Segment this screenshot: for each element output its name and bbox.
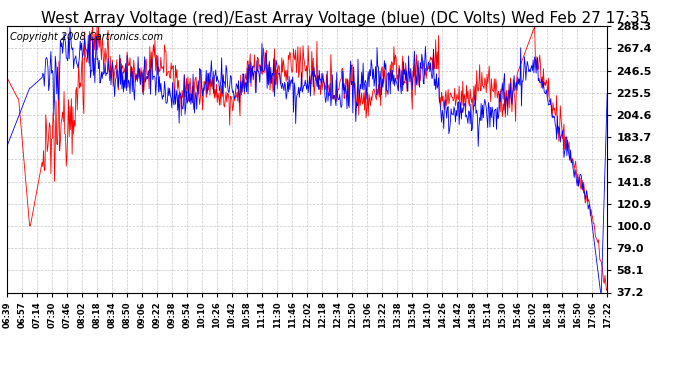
Text: Copyright 2008 Cartronics.com: Copyright 2008 Cartronics.com xyxy=(10,32,163,42)
Text: West Array Voltage (red)/East Array Voltage (blue) (DC Volts) Wed Feb 27 17:35: West Array Voltage (red)/East Array Volt… xyxy=(41,11,649,26)
